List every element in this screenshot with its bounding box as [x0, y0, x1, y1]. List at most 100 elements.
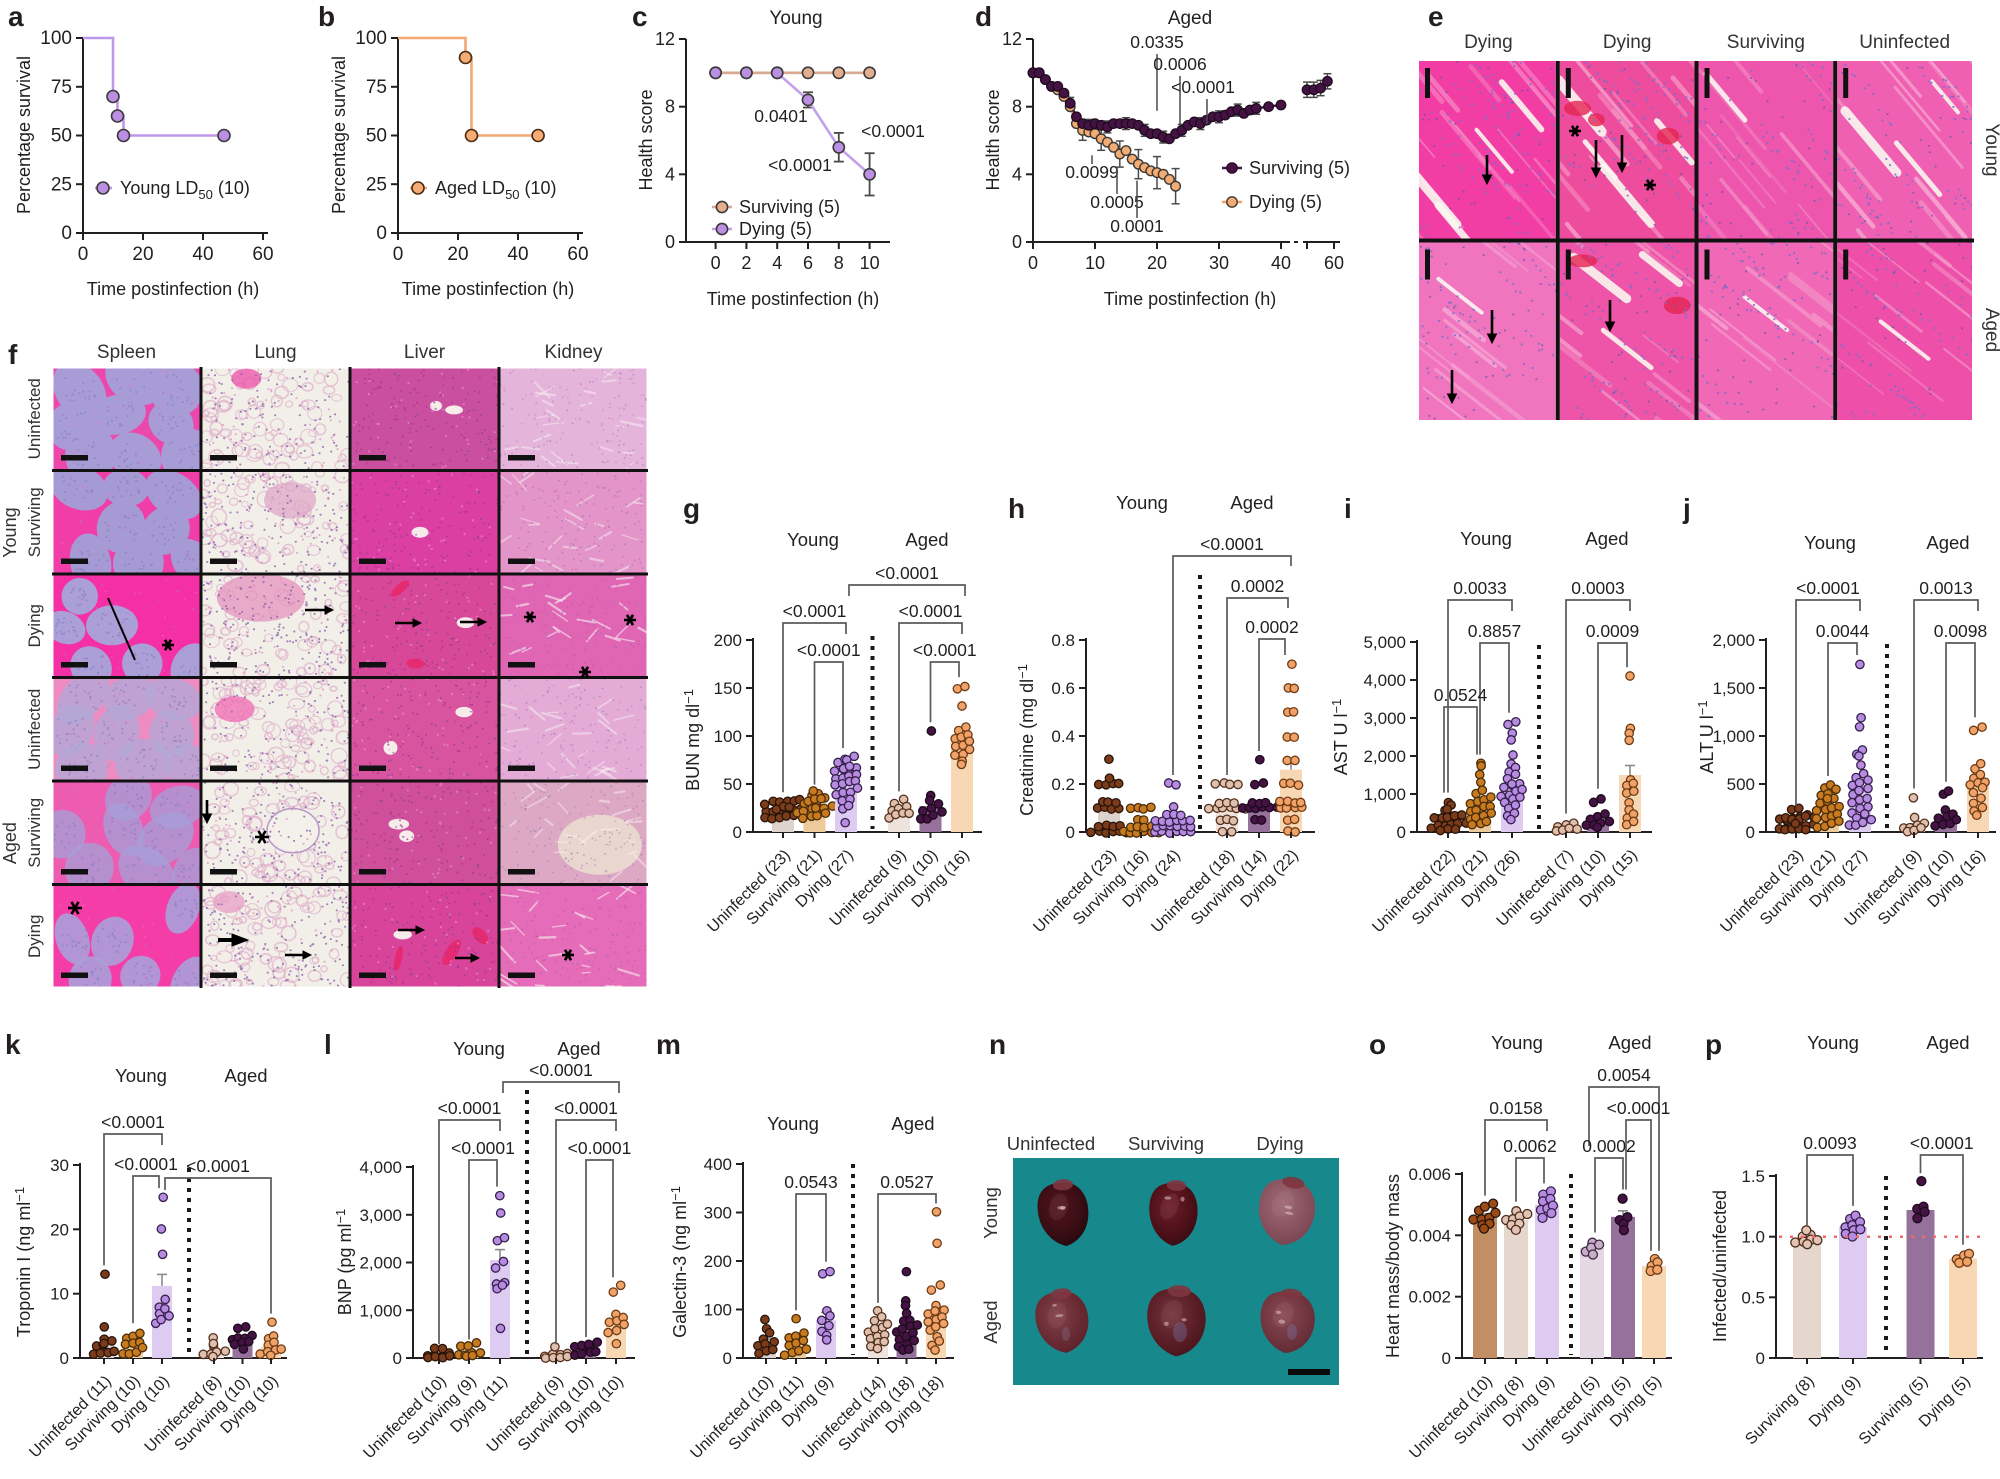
svg-text:Dying: Dying — [25, 915, 44, 958]
svg-text:0.0013: 0.0013 — [1919, 578, 1973, 598]
svg-text:0: 0 — [393, 244, 404, 265]
svg-text:<0.0001: <0.0001 — [568, 1138, 632, 1158]
svg-text:40: 40 — [507, 244, 528, 265]
svg-text:4,000: 4,000 — [359, 1158, 402, 1177]
svg-text:Aged: Aged — [980, 1300, 1001, 1343]
svg-text:12: 12 — [1002, 29, 1022, 49]
svg-text:0: 0 — [1746, 823, 1755, 842]
svg-text:50: 50 — [723, 775, 742, 794]
svg-text:Young: Young — [115, 1065, 167, 1086]
svg-text:0.0054: 0.0054 — [1597, 1065, 1651, 1085]
svg-text:0: 0 — [711, 253, 721, 273]
svg-text:<0.0001: <0.0001 — [114, 1154, 178, 1174]
svg-text:40: 40 — [192, 244, 213, 265]
svg-text:40: 40 — [1271, 253, 1291, 273]
svg-text:0.0543: 0.0543 — [784, 1172, 838, 1192]
svg-text:4: 4 — [665, 164, 675, 184]
svg-text:h: h — [1008, 493, 1025, 524]
svg-text:Young: Young — [787, 529, 839, 550]
svg-text:0: 0 — [1397, 823, 1406, 842]
svg-text:Surviving: Surviving — [25, 798, 44, 868]
svg-text:6: 6 — [803, 253, 813, 273]
svg-text:Kidney: Kidney — [544, 342, 603, 363]
svg-text:0: 0 — [1442, 1349, 1451, 1368]
svg-text:8: 8 — [1012, 97, 1022, 117]
svg-text:<0.0001: <0.0001 — [186, 1156, 250, 1176]
svg-text:Troponin I (ng ml−1: Troponin I (ng ml−1 — [12, 1187, 34, 1337]
svg-text:60: 60 — [252, 244, 273, 265]
svg-text:<0.0001: <0.0001 — [1796, 578, 1860, 598]
svg-text:0: 0 — [78, 244, 89, 265]
svg-text:0: 0 — [1066, 823, 1075, 842]
svg-text:Aged: Aged — [1981, 308, 2000, 352]
svg-text:0.004: 0.004 — [1408, 1226, 1451, 1245]
svg-text:n: n — [989, 1029, 1006, 1060]
svg-text:<0.0001: <0.0001 — [1171, 77, 1235, 97]
svg-text:Aged: Aged — [1608, 1032, 1651, 1053]
svg-text:Young: Young — [1460, 528, 1512, 549]
svg-text:0.8857: 0.8857 — [1468, 621, 1522, 641]
svg-text:10: 10 — [1085, 253, 1105, 273]
svg-text:0: 0 — [60, 1349, 69, 1368]
svg-text:10: 10 — [50, 1285, 69, 1304]
svg-text:0: 0 — [733, 823, 742, 842]
svg-text:0.0062: 0.0062 — [1503, 1136, 1557, 1156]
svg-text:j: j — [1682, 493, 1691, 524]
svg-text:Surviving: Surviving — [1128, 1133, 1204, 1154]
svg-text:50: 50 — [366, 126, 387, 147]
svg-text:50: 50 — [51, 126, 72, 147]
svg-text:Liver: Liver — [404, 342, 446, 363]
svg-text:p: p — [1705, 1029, 1722, 1060]
svg-text:2,000: 2,000 — [1712, 631, 1755, 650]
svg-text:<0.0001: <0.0001 — [1607, 1098, 1671, 1118]
svg-text:<0.0001: <0.0001 — [1910, 1133, 1974, 1153]
svg-text:400: 400 — [704, 1155, 732, 1174]
svg-text:0.0003: 0.0003 — [1571, 578, 1625, 598]
svg-text:<0.0001: <0.0001 — [451, 1138, 515, 1158]
svg-text:1,000: 1,000 — [1712, 727, 1755, 746]
svg-text:0.0158: 0.0158 — [1489, 1098, 1543, 1118]
svg-text:Aged: Aged — [224, 1065, 267, 1086]
svg-text:<0.0001: <0.0001 — [1200, 534, 1264, 554]
svg-text:100: 100 — [714, 727, 742, 746]
svg-text:f: f — [8, 339, 18, 370]
svg-text:Galectin-3 (ng ml−1: Galectin-3 (ng ml−1 — [668, 1186, 690, 1338]
svg-text:100: 100 — [704, 1301, 732, 1320]
svg-text:<0.0001: <0.0001 — [768, 155, 832, 175]
svg-text:1,000: 1,000 — [1363, 785, 1406, 804]
svg-text:Time postinfection (h): Time postinfection (h) — [402, 279, 574, 299]
svg-text:0.0099: 0.0099 — [1065, 162, 1119, 182]
svg-text:Young: Young — [1116, 492, 1168, 513]
svg-text:0.0002: 0.0002 — [1231, 576, 1285, 596]
svg-text:0.0005: 0.0005 — [1090, 192, 1144, 212]
svg-text:0.0524: 0.0524 — [1434, 685, 1488, 705]
svg-text:0: 0 — [665, 232, 675, 252]
svg-text:Percentage survival: Percentage survival — [14, 56, 34, 214]
svg-text:12: 12 — [655, 29, 675, 49]
svg-text:0.6: 0.6 — [1051, 679, 1075, 698]
svg-text:100: 100 — [355, 28, 387, 49]
svg-text:Dying: Dying — [1464, 32, 1513, 53]
svg-text:20: 20 — [447, 244, 468, 265]
svg-text:Heart mass/body mass: Heart mass/body mass — [1383, 1174, 1403, 1358]
svg-text:<0.0001: <0.0001 — [529, 1060, 593, 1080]
svg-text:Health score: Health score — [636, 89, 656, 190]
svg-text:0.0033: 0.0033 — [1453, 578, 1507, 598]
svg-text:5,000: 5,000 — [1363, 633, 1406, 652]
svg-text:g: g — [683, 493, 700, 524]
svg-text:Dying: Dying — [1256, 1133, 1303, 1154]
svg-text:d: d — [975, 1, 992, 32]
svg-text:<0.0001: <0.0001 — [861, 121, 925, 141]
svg-text:1,500: 1,500 — [1712, 679, 1755, 698]
svg-text:Aged: Aged — [0, 822, 20, 864]
svg-text:Young: Young — [1491, 1032, 1543, 1053]
svg-text:0: 0 — [1756, 1349, 1765, 1368]
svg-text:<0.0001: <0.0001 — [101, 1112, 165, 1132]
svg-text:Aged: Aged — [1926, 532, 1969, 553]
svg-text:Young: Young — [1981, 123, 2000, 176]
svg-text:b: b — [318, 1, 335, 32]
svg-text:0.4: 0.4 — [1051, 727, 1075, 746]
svg-text:Aged: Aged — [891, 1113, 934, 1134]
svg-text:<0.0001: <0.0001 — [899, 601, 963, 621]
svg-text:0.8: 0.8 — [1051, 631, 1075, 650]
